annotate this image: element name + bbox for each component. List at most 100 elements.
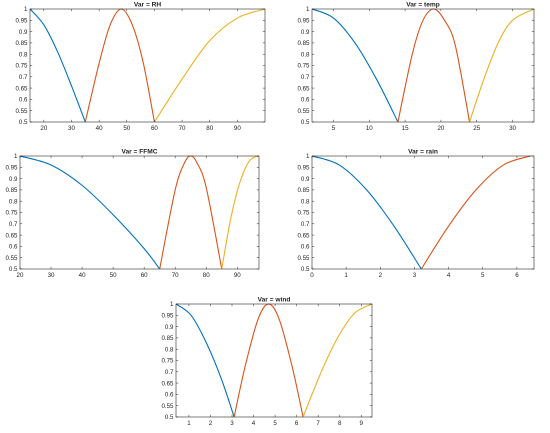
x-tick-label: 70	[172, 272, 179, 279]
x-tick-label: 40	[96, 125, 103, 132]
y-tick-label: 0.85	[297, 187, 310, 194]
x-tick-label: 1	[187, 420, 191, 427]
x-tick-label: 30	[48, 272, 55, 279]
y-tick-label: 0.7	[19, 74, 28, 81]
x-tick-label: 4	[447, 272, 451, 279]
y-tick-label: 0.95	[161, 313, 174, 320]
axes-box-rh	[29, 8, 266, 123]
y-tick-label: 0.65	[297, 232, 310, 239]
x-tick-label: 6	[295, 420, 299, 427]
x-tick-label: 8	[338, 420, 342, 427]
x-tick-label: 50	[123, 125, 130, 132]
y-tick-label: 1	[24, 6, 28, 13]
x-tick-label: 7	[316, 420, 320, 427]
y-tick-label: 0.6	[9, 244, 18, 251]
x-tick-label: 20	[17, 272, 24, 279]
y-tick-label: 0.65	[161, 380, 174, 387]
y-tick-label: 0.5	[19, 119, 28, 126]
y-tick-label: 0.8	[9, 198, 18, 205]
x-tick-label: 6	[515, 272, 519, 279]
chart-title-rh: Var = RH	[134, 2, 162, 9]
x-tick-label: 50	[110, 272, 117, 279]
axes-box-temp	[311, 8, 535, 123]
series-line-wind-1	[176, 303, 235, 418]
x-tick-label: 5	[273, 420, 277, 427]
x-tick-label: 2	[209, 420, 213, 427]
x-tick-label: 0	[310, 272, 314, 279]
y-tick-label: 0.85	[297, 40, 310, 47]
series-line-ffmc-1	[20, 155, 161, 270]
y-tick-label: 0.55	[15, 108, 28, 115]
y-tick-label: 0.7	[165, 369, 174, 376]
y-tick-label: 0.5	[9, 266, 18, 273]
x-tick-label: 10	[366, 125, 373, 132]
series-line-wind-3	[302, 303, 372, 418]
x-tick-label: 25	[473, 125, 480, 132]
y-tick-label: 0.95	[15, 18, 28, 25]
y-tick-label: 0.7	[301, 221, 310, 228]
x-tick-label: 5	[481, 272, 485, 279]
y-tick-label: 0.75	[161, 358, 174, 365]
y-tick-label: 0.5	[165, 414, 174, 421]
y-tick-label: 0.6	[19, 97, 28, 104]
y-tick-label: 0.95	[5, 165, 18, 172]
chart-panel-rain: Var = rain 0.5 0.55 0.6 0.65 0.7 0.75 0.8 0.85 0.…	[297, 149, 535, 279]
x-tick-label: 40	[79, 272, 86, 279]
y-tick-label: 0.7	[9, 221, 18, 228]
series-line-temp-2	[397, 8, 471, 123]
chart-title-rain: Var = rain	[408, 149, 438, 156]
y-tick-label: 0.8	[19, 51, 28, 58]
y-tick-label: 0.6	[165, 392, 174, 399]
y-tick-label: 0.6	[301, 97, 310, 104]
x-tick-label: 9	[360, 420, 364, 427]
y-tick-label: 1	[170, 301, 174, 308]
y-tick-label: 0.75	[15, 63, 28, 70]
y-tick-label: 0.55	[297, 255, 310, 262]
x-tick-label: 70	[179, 125, 186, 132]
y-tick-label: 0.9	[9, 176, 18, 183]
y-tick-label: 1	[14, 153, 18, 160]
y-tick-label: 0.85	[161, 335, 174, 342]
y-tick-label: 0.65	[15, 85, 28, 92]
series-line-ffmc-3	[221, 155, 259, 270]
x-tick-label: 20	[40, 125, 47, 132]
chart-title-temp: Var = temp	[406, 2, 440, 9]
chart-title-ffmc: Var = FFMC	[121, 149, 157, 156]
x-tick-label: 2	[379, 272, 383, 279]
x-tick-label: 90	[234, 125, 241, 132]
chart-panel-rh: Var = RH 0.5 0.55 0.6 0.65 0.7 0.75 0.8 0.85 0.9 0…	[15, 2, 266, 132]
y-tick-label: 0.95	[297, 18, 310, 25]
y-tick-label: 0.85	[5, 187, 18, 194]
series-line-rh-3	[153, 8, 265, 123]
y-tick-label: 0.75	[5, 210, 18, 217]
y-tick-label: 0.5	[301, 266, 310, 273]
axes-box-ffmc	[19, 155, 260, 270]
y-tick-label: 0.9	[301, 29, 310, 36]
x-tick-label: 3	[413, 272, 417, 279]
chart-title-wind: Var = wind	[258, 297, 291, 304]
x-tick-label: 30	[68, 125, 75, 132]
series-line-rain-1	[312, 155, 422, 270]
x-tick-label: 30	[509, 125, 516, 132]
y-tick-label: 0.8	[301, 51, 310, 58]
y-tick-label: 0.85	[15, 40, 28, 47]
series-line-rh-1	[30, 8, 86, 123]
y-tick-label: 0.8	[165, 346, 174, 353]
y-tick-label: 0.95	[297, 165, 310, 172]
y-tick-label: 0.65	[297, 85, 310, 92]
axes-box-rain	[311, 155, 535, 270]
y-tick-label: 0.9	[19, 29, 28, 36]
y-tick-label: 0.6	[301, 244, 310, 251]
y-tick-label: 1	[306, 6, 310, 13]
y-tick-label: 0.55	[297, 108, 310, 115]
y-tick-label: 0.5	[301, 119, 310, 126]
x-tick-label: 20	[437, 125, 444, 132]
y-tick-label: 0.65	[5, 232, 18, 239]
y-tick-label: 0.8	[301, 198, 310, 205]
series-line-rh-2	[84, 8, 155, 123]
x-tick-label: 3	[230, 420, 234, 427]
chart-panel-temp: Var = temp 0.5 0.55 0.6 0.65 0.7 0.75 0.8 0.85 0.…	[297, 2, 535, 132]
y-tick-label: 1	[306, 153, 310, 160]
chart-panel-wind: Var = wind 0.5 0.55 0.6 0.65 0.7 0.75 0.8 0.85 0.…	[161, 297, 373, 427]
